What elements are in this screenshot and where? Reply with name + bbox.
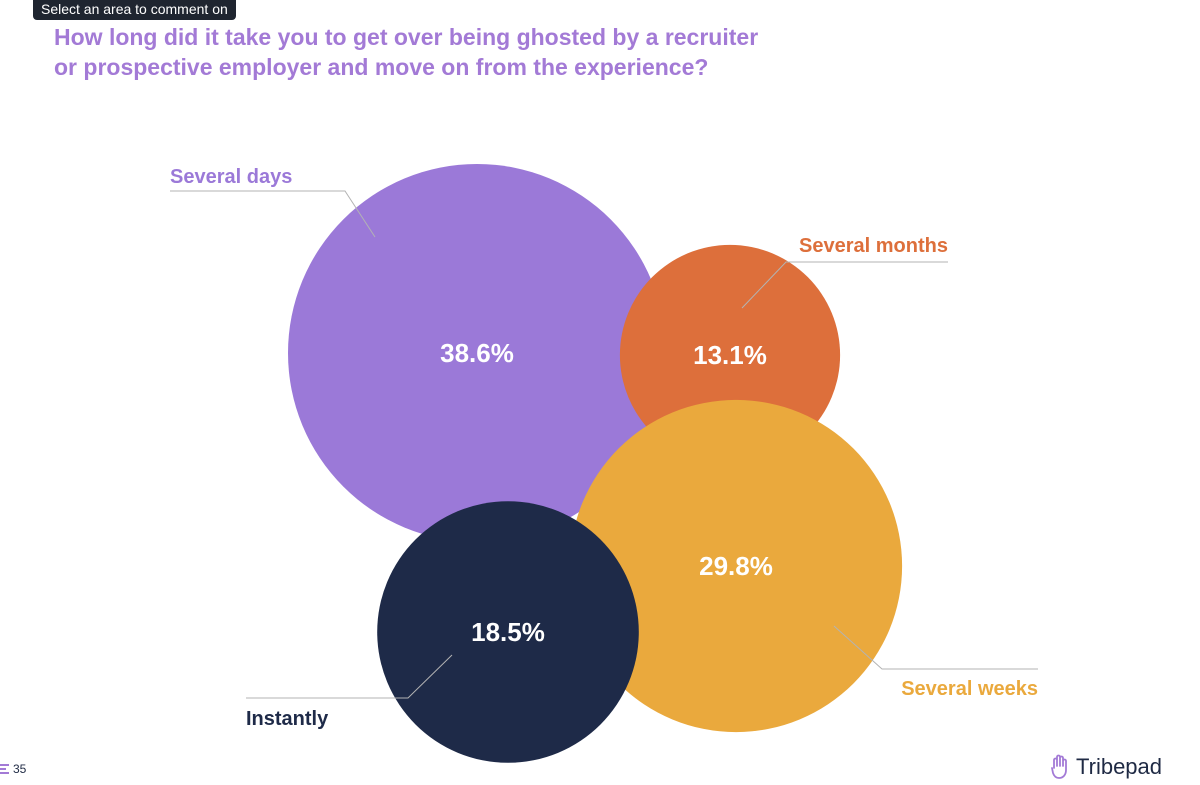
category-label-several-days: Several days xyxy=(170,166,292,188)
leader-line-instantly xyxy=(246,654,453,699)
leader-line-several-weeks xyxy=(833,625,1038,670)
value-label-several-months: 13.1% xyxy=(693,340,767,370)
bubble-instantly xyxy=(377,501,639,763)
category-label-several-weeks: Several weeks xyxy=(901,678,1038,700)
value-label-several-days: 38.6% xyxy=(440,338,514,368)
comment-tooltip: Select an area to comment on xyxy=(33,0,236,20)
leader-line-several-days xyxy=(170,190,376,238)
value-label-instantly: 18.5% xyxy=(471,617,545,647)
page-number: 35 xyxy=(0,760,26,778)
category-label-several-months: Several months xyxy=(799,235,948,257)
category-label-instantly: Instantly xyxy=(246,708,329,730)
bubble-several-days xyxy=(288,164,666,542)
bubble-several-weeks xyxy=(569,399,903,733)
title-line-1: How long did it take you to get over bei… xyxy=(54,24,759,50)
menu-lines-icon xyxy=(0,762,9,776)
page-number-text: 35 xyxy=(13,762,27,776)
title-line-2: or prospective employer and move on from… xyxy=(54,54,709,80)
brand-name: Tribepad xyxy=(1076,754,1163,779)
bubble-layer: 38.6% Several days 13.1% Several months 29.8… xyxy=(170,164,1038,763)
leader-line-several-months xyxy=(741,261,948,309)
brand-logo: Tribepad xyxy=(1050,752,1162,782)
hand-icon xyxy=(1051,754,1067,779)
value-label-several-weeks: 29.8% xyxy=(699,551,773,581)
page-title: How long did it take you to get over bei… xyxy=(54,22,874,82)
